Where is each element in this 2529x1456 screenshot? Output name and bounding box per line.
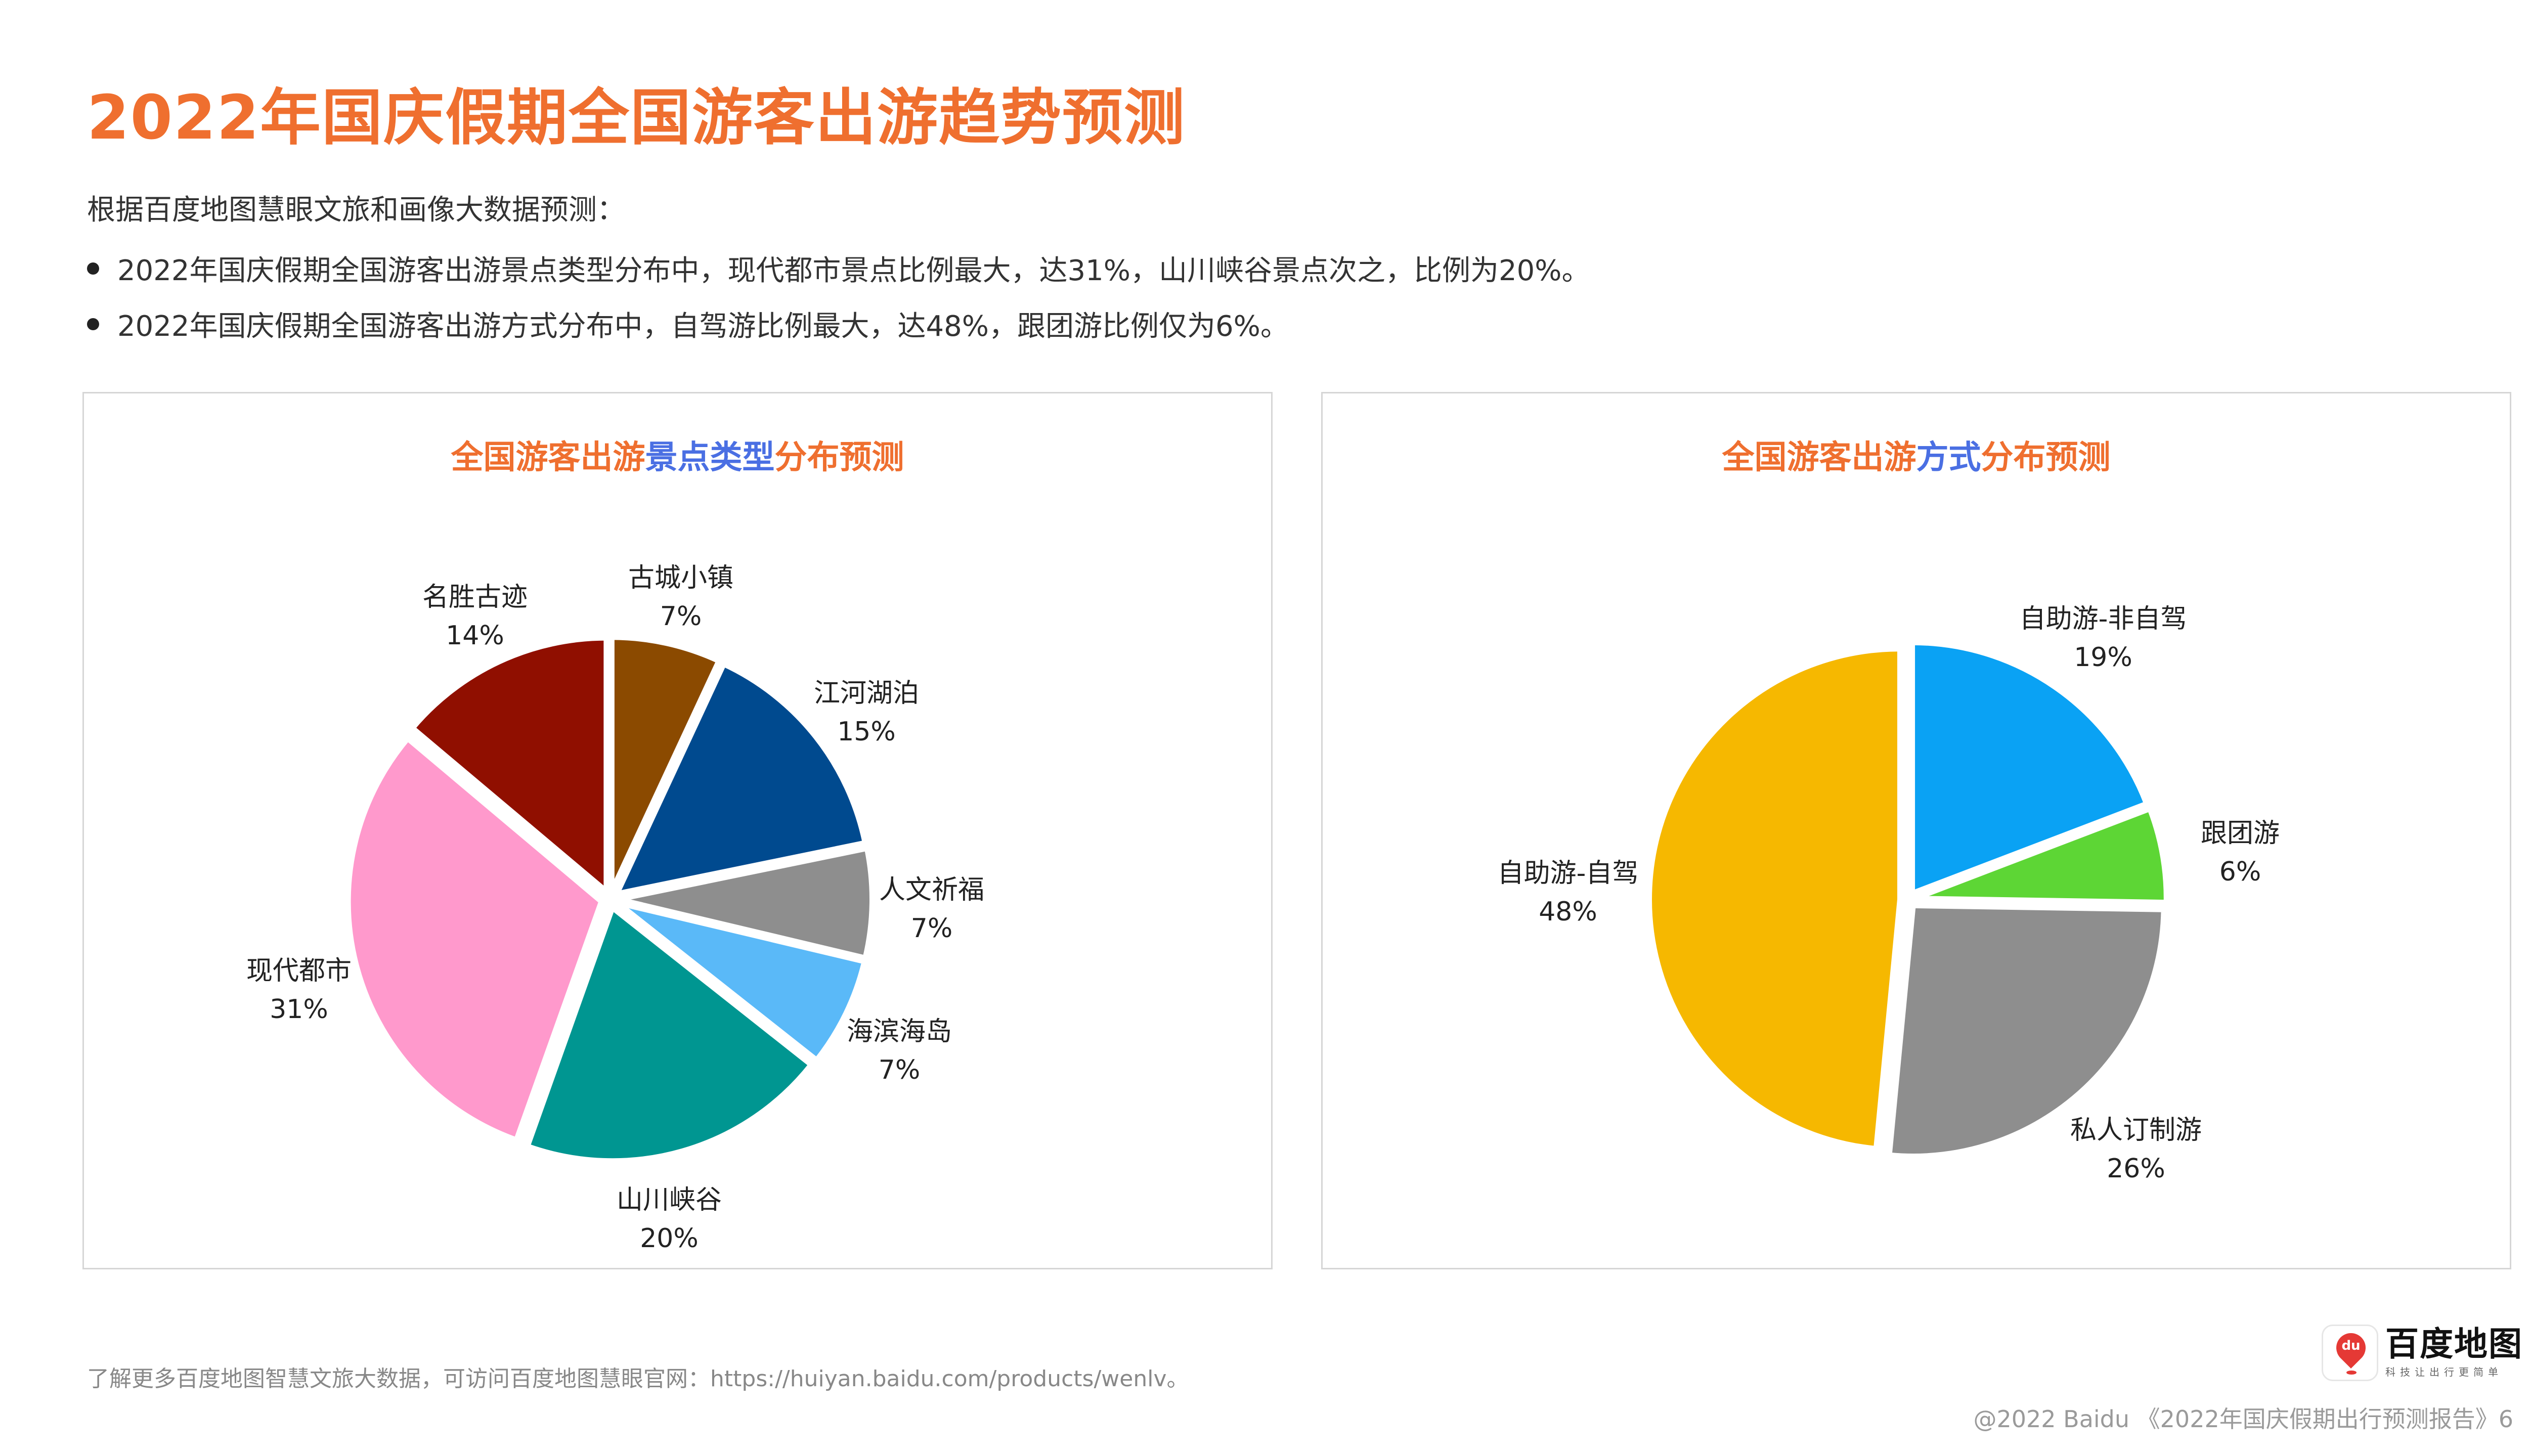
chart-title-part: 全国游客出游 xyxy=(451,439,645,476)
slice-value-label: 26% xyxy=(2107,1154,2165,1184)
pie-slice xyxy=(617,846,875,960)
slice-label: 现代都市 xyxy=(246,956,352,986)
chart-title-part: 全国游客出游 xyxy=(1722,439,1916,476)
page-title: 2022年国庆假期全国游客出游趋势预测 xyxy=(87,83,1186,153)
brand-name: 百度地图 xyxy=(2385,1324,2523,1363)
chart-title-part: 分布预测 xyxy=(1981,439,2111,476)
chart-title-part: 分布预测 xyxy=(774,439,904,476)
pie-slice xyxy=(615,661,867,896)
slice-value-label: 19% xyxy=(2074,642,2132,673)
bullet-dot-icon xyxy=(87,318,99,330)
slice-value-label: 6% xyxy=(2219,857,2261,887)
copyright-text: @2022 Baidu 《2022年国庆假期出行预测报告》6 xyxy=(1973,1405,2513,1433)
chart-title: 全国游客出游方式分布预测 xyxy=(1323,431,2510,478)
slice-label: 跟团游 xyxy=(2201,818,2280,849)
bullet-text: 2022年国庆假期全国游客出游景点类型分布中，现代都市景点比例最大，达31%，山… xyxy=(117,254,1590,287)
brand-icon-text: du xyxy=(2341,1338,2361,1353)
chart-title-highlight: 景点类型 xyxy=(645,439,775,476)
pie-slice xyxy=(1647,646,1903,1151)
pie-slice xyxy=(1887,903,2166,1159)
chart-title: 全国游客出游景点类型分布预测 xyxy=(84,431,1271,478)
intro-text: 根据百度地图慧眼文旅和画像大数据预测： xyxy=(87,194,625,227)
chart-panel-travel-mode: 全国游客出游方式分布预测 自助游-非自驾 19% 跟团游 6% 私人订制游 26% 自助游-… xyxy=(1321,392,2511,1269)
slice-label: 古城小镇 xyxy=(628,563,733,593)
slice-value-label: 48% xyxy=(1539,897,1597,927)
bullet-dot-icon xyxy=(87,262,99,275)
brand-logo: du 百度地图 科技让出行更简单 xyxy=(2322,1320,2523,1386)
bullet-text: 2022年国庆假期全国游客出游方式分布中，自驾游比例最大，达48%，跟团游比例仅… xyxy=(117,310,1289,343)
slice-label: 山川峡谷 xyxy=(617,1185,722,1215)
slice-value-label: 31% xyxy=(270,994,328,1025)
slice-label: 海滨海岛 xyxy=(847,1017,952,1047)
bullet-item: 2022年国庆假期全国游客出游方式分布中，自驾游比例最大，达48%，跟团游比例仅… xyxy=(87,303,1289,344)
pie-slice xyxy=(345,736,604,1142)
slice-value-label: 7% xyxy=(911,913,953,944)
slice-value-label: 20% xyxy=(640,1223,699,1254)
slice-value-label: 7% xyxy=(879,1055,921,1085)
slice-label: 私人订制游 xyxy=(2070,1115,2202,1145)
slice-label: 自助游-自驾 xyxy=(1498,858,1639,889)
pie-slice xyxy=(609,635,721,893)
slice-value-label: 14% xyxy=(446,621,504,651)
pie-chart-travel-mode: 自助游-非自驾 19% 跟团游 6% 私人订制游 26% 自助游-自驾 48% xyxy=(1498,604,2280,1184)
brand-slogan: 科技让出行更简单 xyxy=(2385,1365,2503,1378)
pie-slice xyxy=(616,900,867,1063)
chart-panel-scenic-type: 全国游客出游景点类型分布预测 古城小镇 7% 江河湖泊 15% 人文祈福 7% 海滨海岛 7%… xyxy=(82,392,1273,1269)
map-pin-icon: du xyxy=(2322,1325,2378,1381)
slice-label: 人文祈福 xyxy=(879,875,984,905)
slice-label: 自助游-非自驾 xyxy=(2020,604,2187,634)
pie-slice xyxy=(1913,806,2169,905)
slice-label: 江河湖泊 xyxy=(814,678,919,709)
slice-label: 名胜古迹 xyxy=(422,582,528,612)
bullet-item: 2022年国庆假期全国游客出游景点类型分布中，现代都市景点比例最大，达31%，山… xyxy=(87,248,1590,289)
pie-chart-scenic-type: 古城小镇 7% 江河湖泊 15% 人文祈福 7% 海滨海岛 7% 山川峡谷 20% 现代都市 31% 名… xyxy=(246,563,984,1254)
pie-slice xyxy=(1910,640,2149,896)
slice-value-label: 15% xyxy=(837,717,896,747)
footer-note: 了解更多百度地图智慧文旅大数据，可访问百度地图慧眼官网：https://huiy… xyxy=(87,1366,1189,1392)
chart-title-highlight: 方式 xyxy=(1916,439,1981,476)
pie-slice xyxy=(410,635,609,894)
pie-slice xyxy=(525,905,814,1164)
slice-value-label: 7% xyxy=(660,601,702,632)
